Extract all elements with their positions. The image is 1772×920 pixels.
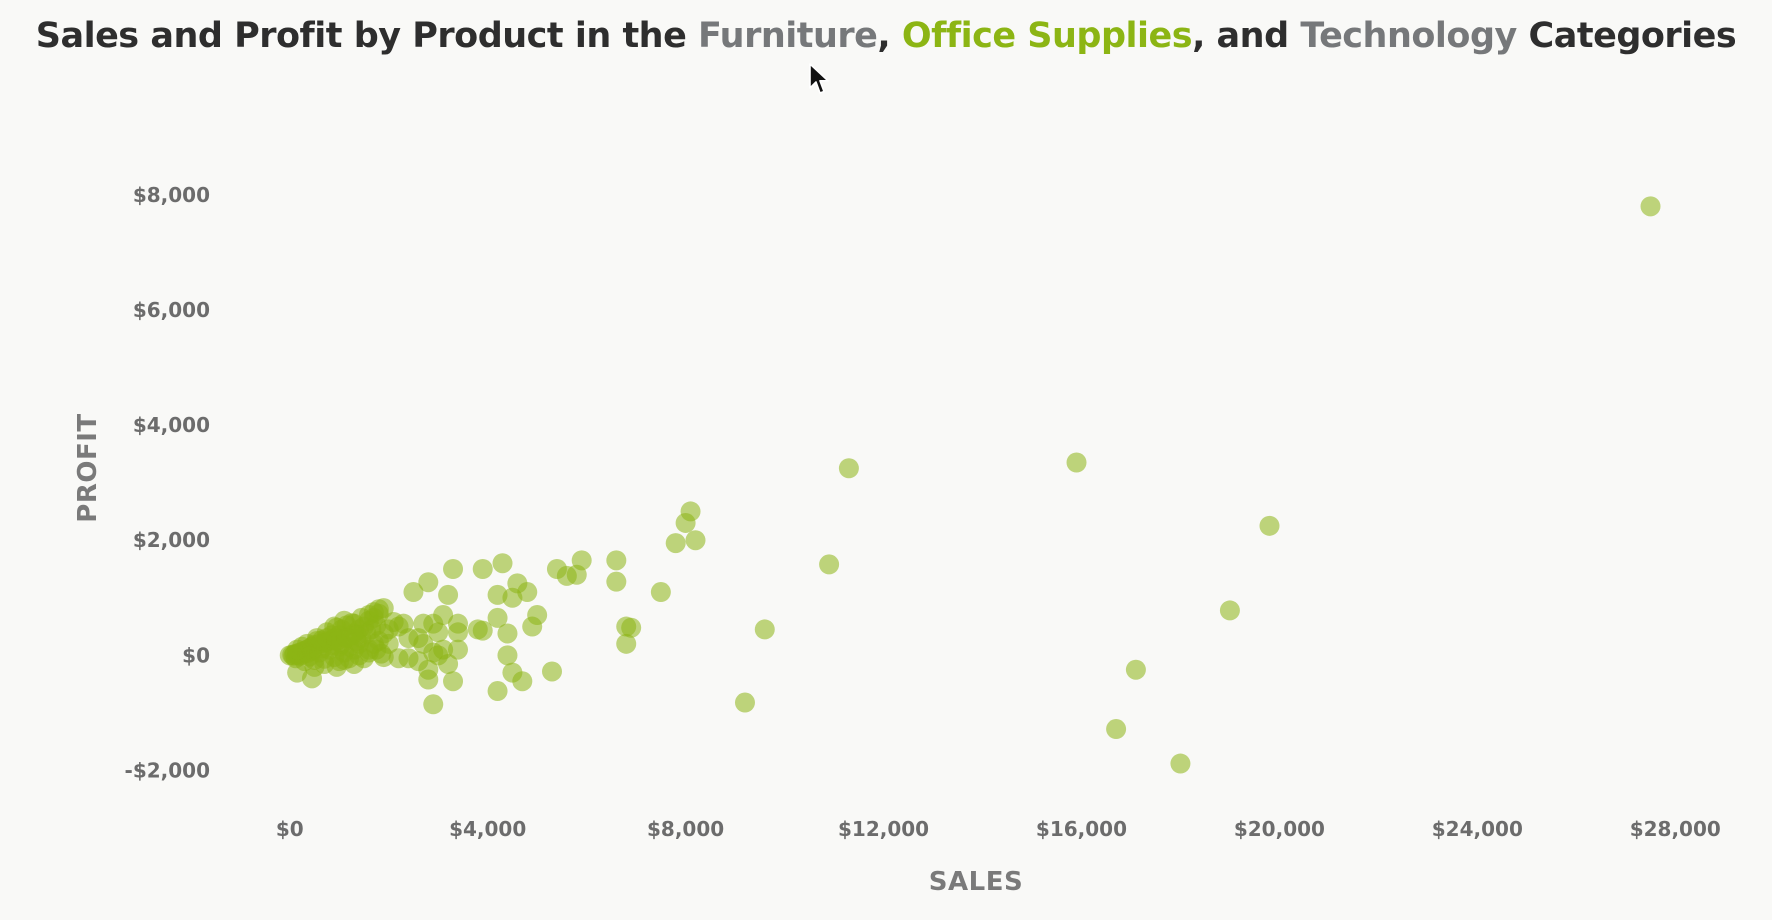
y-tick-label: $4,000 bbox=[133, 413, 210, 437]
data-point[interactable] bbox=[650, 582, 671, 603]
data-point[interactable] bbox=[546, 558, 567, 579]
y-axis-tick-labels: -$2,000 $0 $2,000 $4,000 $6,000 $8,000 bbox=[125, 183, 210, 783]
x-tick-label: $16,000 bbox=[1036, 817, 1127, 841]
data-point[interactable] bbox=[838, 458, 859, 479]
data-point[interactable] bbox=[346, 625, 367, 646]
data-point[interactable] bbox=[512, 671, 533, 692]
data-point[interactable] bbox=[606, 571, 627, 592]
data-point[interactable] bbox=[1066, 452, 1087, 473]
data-point[interactable] bbox=[487, 607, 508, 628]
data-point[interactable] bbox=[522, 616, 543, 637]
title-suffix: Categories bbox=[1516, 16, 1737, 56]
data-point[interactable] bbox=[685, 530, 706, 551]
data-point[interactable] bbox=[1259, 515, 1280, 536]
data-point[interactable] bbox=[467, 619, 488, 640]
y-tick-label: $2,000 bbox=[133, 528, 210, 552]
data-point[interactable] bbox=[398, 648, 419, 669]
data-point[interactable] bbox=[403, 582, 424, 603]
data-point[interactable] bbox=[606, 550, 627, 571]
y-tick-label: $0 bbox=[182, 643, 210, 667]
data-point[interactable] bbox=[819, 554, 840, 575]
data-points bbox=[279, 196, 1661, 774]
title-category-furniture[interactable]: Furniture bbox=[698, 16, 878, 56]
mouse-pointer-icon bbox=[809, 63, 829, 94]
data-point[interactable] bbox=[447, 639, 468, 660]
data-point[interactable] bbox=[351, 607, 372, 628]
data-point[interactable] bbox=[621, 617, 642, 638]
data-point[interactable] bbox=[447, 622, 468, 643]
data-point[interactable] bbox=[418, 669, 439, 690]
data-point[interactable] bbox=[1106, 719, 1127, 740]
x-tick-label: $4,000 bbox=[449, 817, 526, 841]
x-tick-label: $0 bbox=[276, 817, 304, 841]
data-point[interactable] bbox=[443, 558, 464, 579]
data-point[interactable] bbox=[497, 623, 518, 644]
chart-title: Sales and Profit by Product in the Furni… bbox=[0, 16, 1772, 56]
title-prefix: Sales and Profit by Product in the bbox=[35, 16, 699, 56]
data-point[interactable] bbox=[502, 587, 523, 608]
y-tick-label: $8,000 bbox=[133, 183, 210, 207]
data-point[interactable] bbox=[487, 584, 508, 605]
data-point[interactable] bbox=[1170, 753, 1191, 774]
data-point[interactable] bbox=[418, 572, 439, 593]
data-point[interactable] bbox=[428, 622, 449, 643]
data-point[interactable] bbox=[438, 584, 459, 605]
data-point[interactable] bbox=[616, 633, 637, 654]
x-tick-label: $8,000 bbox=[647, 817, 724, 841]
data-point[interactable] bbox=[754, 619, 775, 640]
x-axis-tick-labels: $0 $4,000 $8,000 $12,000 $16,000 $20,000 $24,0… bbox=[276, 817, 1721, 841]
data-point[interactable] bbox=[472, 558, 493, 579]
data-point[interactable] bbox=[302, 668, 323, 689]
data-point[interactable] bbox=[423, 694, 444, 715]
x-axis-title: SALES bbox=[929, 867, 1023, 897]
data-point[interactable] bbox=[1219, 600, 1240, 621]
data-point[interactable] bbox=[443, 671, 464, 692]
data-point[interactable] bbox=[542, 661, 562, 682]
data-point[interactable] bbox=[734, 692, 755, 713]
data-point[interactable] bbox=[665, 533, 686, 554]
data-point[interactable] bbox=[314, 653, 335, 674]
title-separator-2: , and bbox=[1192, 16, 1301, 56]
title-category-office-supplies[interactable]: Office Supplies bbox=[901, 16, 1193, 56]
y-tick-label: $6,000 bbox=[133, 298, 210, 322]
data-point[interactable] bbox=[497, 645, 518, 666]
data-point[interactable] bbox=[1640, 196, 1661, 217]
data-point[interactable] bbox=[287, 639, 308, 660]
x-tick-label: $24,000 bbox=[1432, 817, 1523, 841]
data-point[interactable] bbox=[487, 681, 508, 702]
title-separator-1: , bbox=[877, 16, 902, 56]
data-point[interactable] bbox=[675, 512, 696, 533]
data-point[interactable] bbox=[378, 633, 399, 654]
title-category-technology[interactable]: Technology bbox=[1300, 16, 1517, 56]
x-tick-label: $12,000 bbox=[838, 817, 929, 841]
data-point[interactable] bbox=[368, 599, 389, 620]
y-tick-label: -$2,000 bbox=[125, 758, 210, 782]
x-tick-label: $20,000 bbox=[1234, 817, 1325, 841]
y-axis-title: PROFIT bbox=[73, 413, 103, 522]
x-tick-label: $28,000 bbox=[1630, 817, 1721, 841]
data-point[interactable] bbox=[492, 553, 513, 574]
data-point[interactable] bbox=[1125, 659, 1146, 680]
